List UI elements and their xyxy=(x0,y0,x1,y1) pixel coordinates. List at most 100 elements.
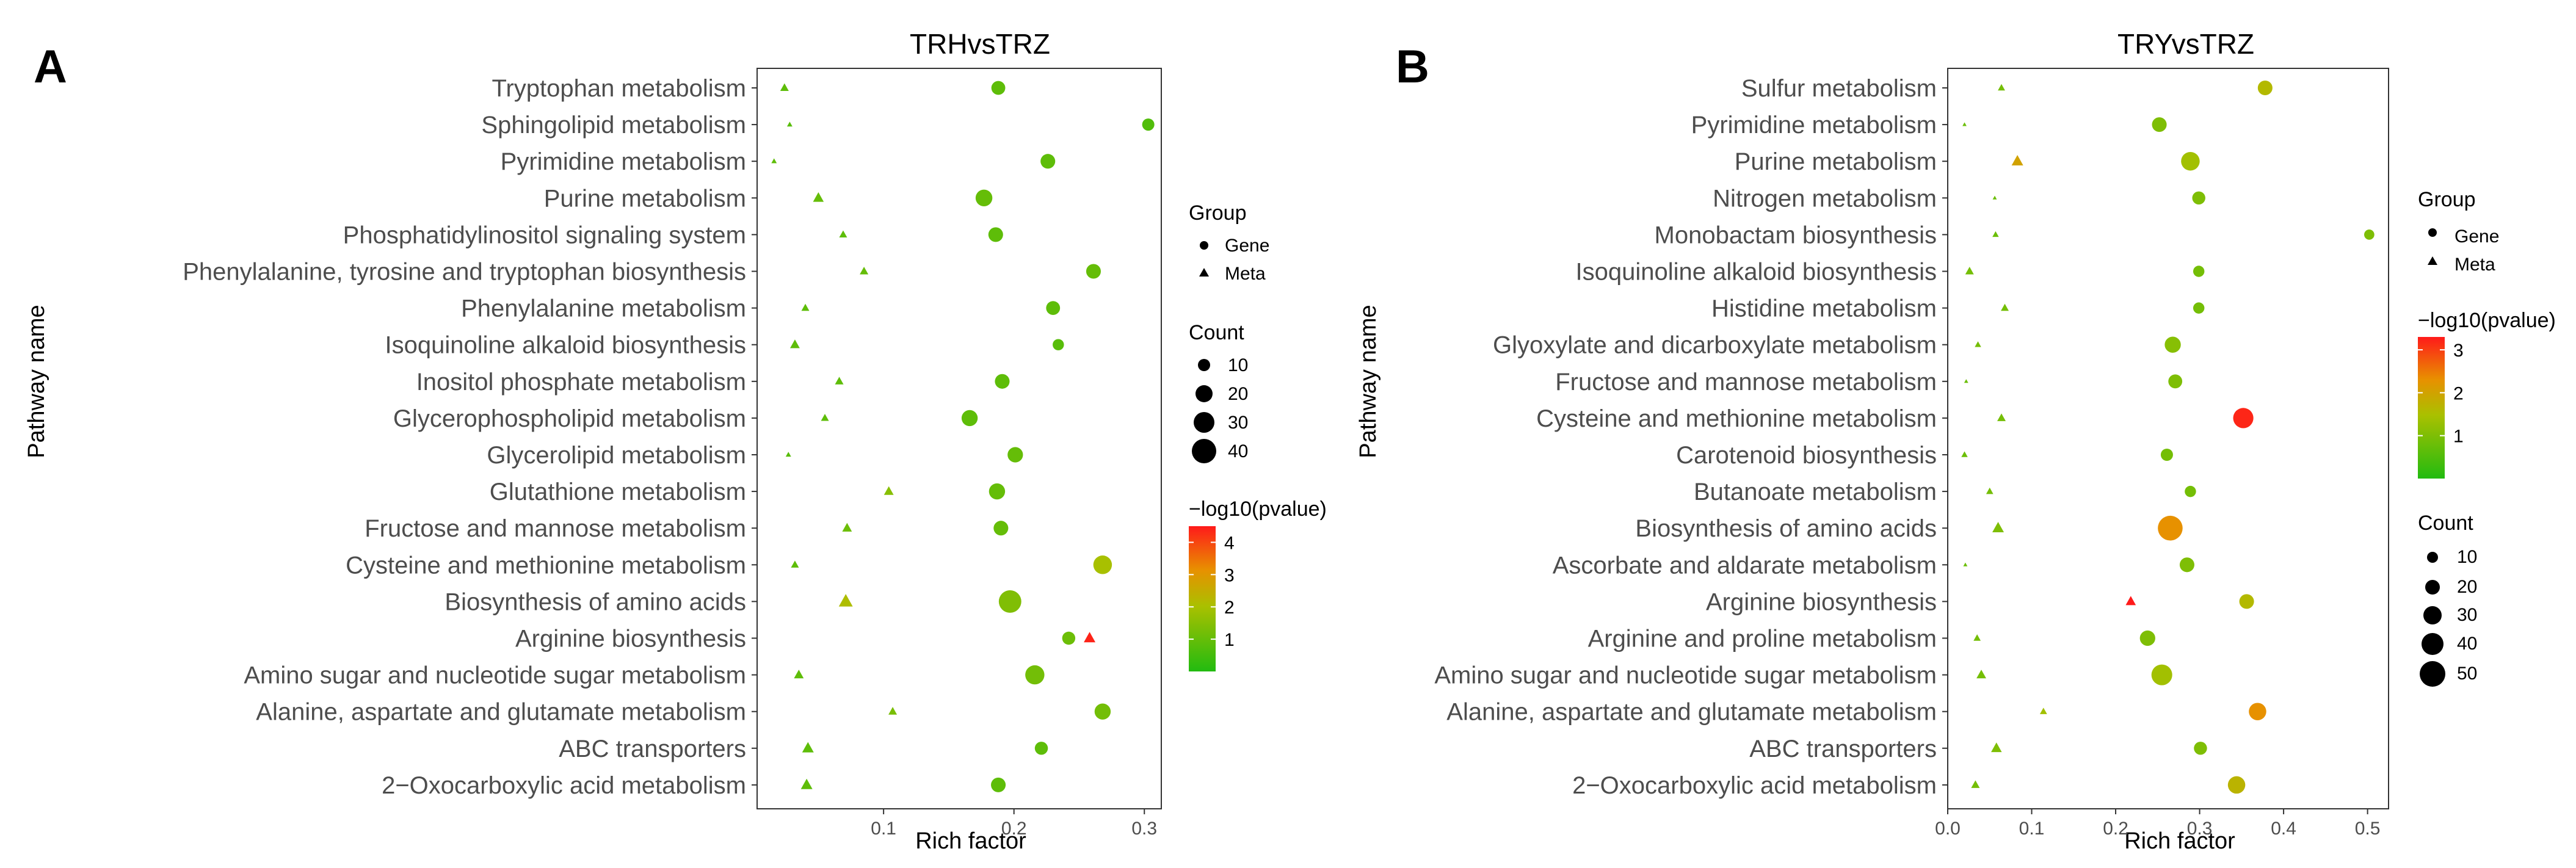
gene-point-arginine-biosynthesis xyxy=(2239,594,2254,609)
meta-point-biosynthesis-of-amino-acids xyxy=(838,594,853,607)
gene-point-sulfur-metabolism xyxy=(2257,80,2273,96)
y-tick-label: Arginine biosynthesis xyxy=(515,626,746,653)
legend-count-50-icon-b xyxy=(2420,661,2445,687)
legend-count-50-label-b: 50 xyxy=(2457,664,2477,684)
meta-point-glycerophospholipid-metabolism xyxy=(821,413,829,421)
meta-point-arginine-biosynthesis xyxy=(2125,596,2136,606)
meta-point-abc-transporters xyxy=(802,742,814,753)
gene-point-monobactam-biosynthesis xyxy=(2364,230,2375,240)
meta-point-monobactam-biosynthesis xyxy=(1992,231,1999,237)
gene-point-arginine-biosynthesis xyxy=(1062,631,1076,645)
plot-frame-a xyxy=(756,68,1162,809)
legend-gene-label-b: Gene xyxy=(2454,226,2499,247)
meta-point-arginine-and-proline-metabolism xyxy=(1973,634,1981,641)
y-tick-label: Arginine biosynthesis xyxy=(1706,588,1937,615)
y-tick-label: Isoquinoline alkaloid biosynthesis xyxy=(1576,259,1937,286)
y-tick-label: Phenylalanine metabolism xyxy=(461,295,746,322)
meta-point-pyrimidine-metabolism xyxy=(1962,122,1967,126)
meta-point-nitrogen-metabolism xyxy=(1992,195,1997,200)
meta-point-glycerolipid-metabolism xyxy=(785,452,791,457)
meta-point-alanine-aspartate-and-glutamate-metabolism xyxy=(888,707,898,715)
panel-b: B TRYvsTRZ Rich factor Pathway name Sulf… xyxy=(1355,28,2556,854)
legend-count-title-a: Count xyxy=(1189,321,1244,344)
legend-count-10-label-a: 10 xyxy=(1228,355,1248,375)
legend-count-20-icon-a xyxy=(1195,385,1213,402)
colorbar-tick-label: 4 xyxy=(1224,533,1235,553)
y-axis-title-b: Pathway name xyxy=(1355,305,1381,458)
chart-title-b: TRYvsTRZ xyxy=(2117,28,2254,60)
gene-point-2-oxocarboxylic-acid-metabolism xyxy=(2227,776,2246,794)
meta-point-fructose-and-mannose-metabolism xyxy=(842,523,852,532)
meta-point-amino-sugar-and-nucleotide-sugar-metabolism xyxy=(794,670,804,679)
meta-point-isoquinoline-alkaloid-biosynthesis xyxy=(1965,266,1974,275)
y-tick-label: Purine metabolism xyxy=(1735,148,1937,175)
y-tick-labels-b: Sulfur metabolism Pyrimidine metabolism Pu… xyxy=(1434,75,1948,799)
meta-point-tryptophan-metabolism xyxy=(780,83,789,92)
colorbar-tick-label: 1 xyxy=(1224,630,1235,650)
meta-point-isoquinoline-alkaloid-biosynthesis xyxy=(789,339,800,349)
x-tick-label: 0.5 xyxy=(2355,819,2381,839)
legend-count-40-icon-a xyxy=(1192,439,1216,463)
y-tick-label: Inositol phosphate metabolism xyxy=(416,369,746,396)
y-tick-label: Alanine, aspartate and glutamate metabol… xyxy=(1446,699,1937,726)
legend-count-10-icon-a xyxy=(1198,359,1210,371)
y-tick-label: Ascorbate and aldarate metabolism xyxy=(1553,552,1937,579)
x-tick-label: 0.0 xyxy=(1935,819,1961,839)
y-tick-label: Amino sugar and nucleotide sugar metabol… xyxy=(244,662,746,689)
meta-point-abc-transporters xyxy=(1991,742,2002,753)
gene-point-pyrimidine-metabolism xyxy=(1040,154,1056,169)
y-axis-title-a: Pathway name xyxy=(24,305,49,458)
colorbar-tick-label: 3 xyxy=(1224,565,1235,585)
gene-point-isoquinoline-alkaloid-biosynthesis xyxy=(1053,339,1064,350)
y-tick-label: Phosphatidylinositol signaling system xyxy=(343,222,746,248)
legend-group-title-a: Group xyxy=(1189,201,1247,225)
y-tick-label: Isoquinoline alkaloid biosynthesis xyxy=(385,332,746,359)
y-tick-label: Pyrimidine metabolism xyxy=(501,148,746,175)
y-tick-label: Alanine, aspartate and glutamate metabol… xyxy=(256,699,746,726)
y-tick-label: Butanoate metabolism xyxy=(1694,479,1937,505)
gene-point-phenylalanine-tyrosine-and-tryptophan-biosynthesis xyxy=(1086,264,1101,279)
meta-point-phenylalanine-tyrosine-and-tryptophan-biosynthesis xyxy=(860,266,869,275)
gene-point-nitrogen-metabolism xyxy=(2192,191,2205,205)
meta-point-glutathione-metabolism xyxy=(883,486,894,495)
colorbar-tick-label: 3 xyxy=(2453,341,2464,361)
y-tick-labels-a: Tryptophan metabolism Sphingolipid metabo… xyxy=(183,75,757,799)
y-tick-label: Glutathione metabolism xyxy=(490,479,746,505)
meta-point-ascorbate-and-aldarate-metabolism xyxy=(1963,562,1968,566)
gene-point-butanoate-metabolism xyxy=(2185,485,2196,497)
meta-point-glyoxylate-and-dicarboxylate-metabolism xyxy=(1975,341,1981,347)
gene-point-phosphatidylinositol-signaling-system xyxy=(988,227,1003,242)
colorbar-ticks-a: 1 2 3 4 xyxy=(1189,533,1235,650)
y-tick-label: Biosynthesis of amino acids xyxy=(1635,515,1937,542)
y-tick-label: Cysteine and methionine metabolism xyxy=(1536,405,1937,432)
y-tick-label: Sphingolipid metabolism xyxy=(481,112,746,139)
legend-meta-label-a: Meta xyxy=(1225,264,1266,284)
gene-point-amino-sugar-and-nucleotide-sugar-metabolism xyxy=(1025,665,1045,685)
legend-count-40-label-b: 40 xyxy=(2457,634,2477,654)
gene-point-glycerophospholipid-metabolism xyxy=(961,410,978,427)
y-tick-label: Purine metabolism xyxy=(544,185,746,212)
gene-point-fructose-and-mannose-metabolism xyxy=(993,521,1009,536)
y-tick-label: Cysteine and methionine metabolism xyxy=(346,552,746,579)
meta-point-cysteine-and-methionine-metabolism xyxy=(791,560,799,568)
y-tick-label: Tryptophan metabolism xyxy=(492,75,746,102)
legend-color-title-b: −log10(pvalue) xyxy=(2418,309,2556,332)
y-tick-label: Fructose and mannose metabolism xyxy=(365,515,746,542)
gene-point-abc-transporters xyxy=(2194,742,2207,755)
data-points-b xyxy=(1961,80,2375,794)
legend-count-40-label-a: 40 xyxy=(1228,441,1248,461)
x-axis-title-a: Rich factor xyxy=(915,828,1026,854)
gene-point-arginine-and-proline-metabolism xyxy=(2139,630,2155,646)
meta-point-fructose-and-mannose-metabolism xyxy=(1964,379,1968,383)
y-tick-label: Fructose and mannose metabolism xyxy=(1555,369,1937,396)
meta-point-pyrimidine-metabolism xyxy=(771,158,777,164)
gene-point-inositol-phosphate-metabolism xyxy=(995,374,1010,389)
gene-point-tryptophan-metabolism xyxy=(991,81,1006,95)
meta-point-2-oxocarboxylic-acid-metabolism xyxy=(800,778,813,789)
gene-point-biosynthesis-of-amino-acids xyxy=(998,590,1021,613)
x-tick-label: 0.4 xyxy=(2271,819,2296,839)
chart-title-a: TRHvsTRZ xyxy=(910,28,1050,60)
y-tick-label: Monobactam biosynthesis xyxy=(1655,222,1937,248)
gene-point-amino-sugar-and-nucleotide-sugar-metabolism xyxy=(2151,664,2172,685)
y-tick-label: Histidine metabolism xyxy=(1711,295,1937,322)
